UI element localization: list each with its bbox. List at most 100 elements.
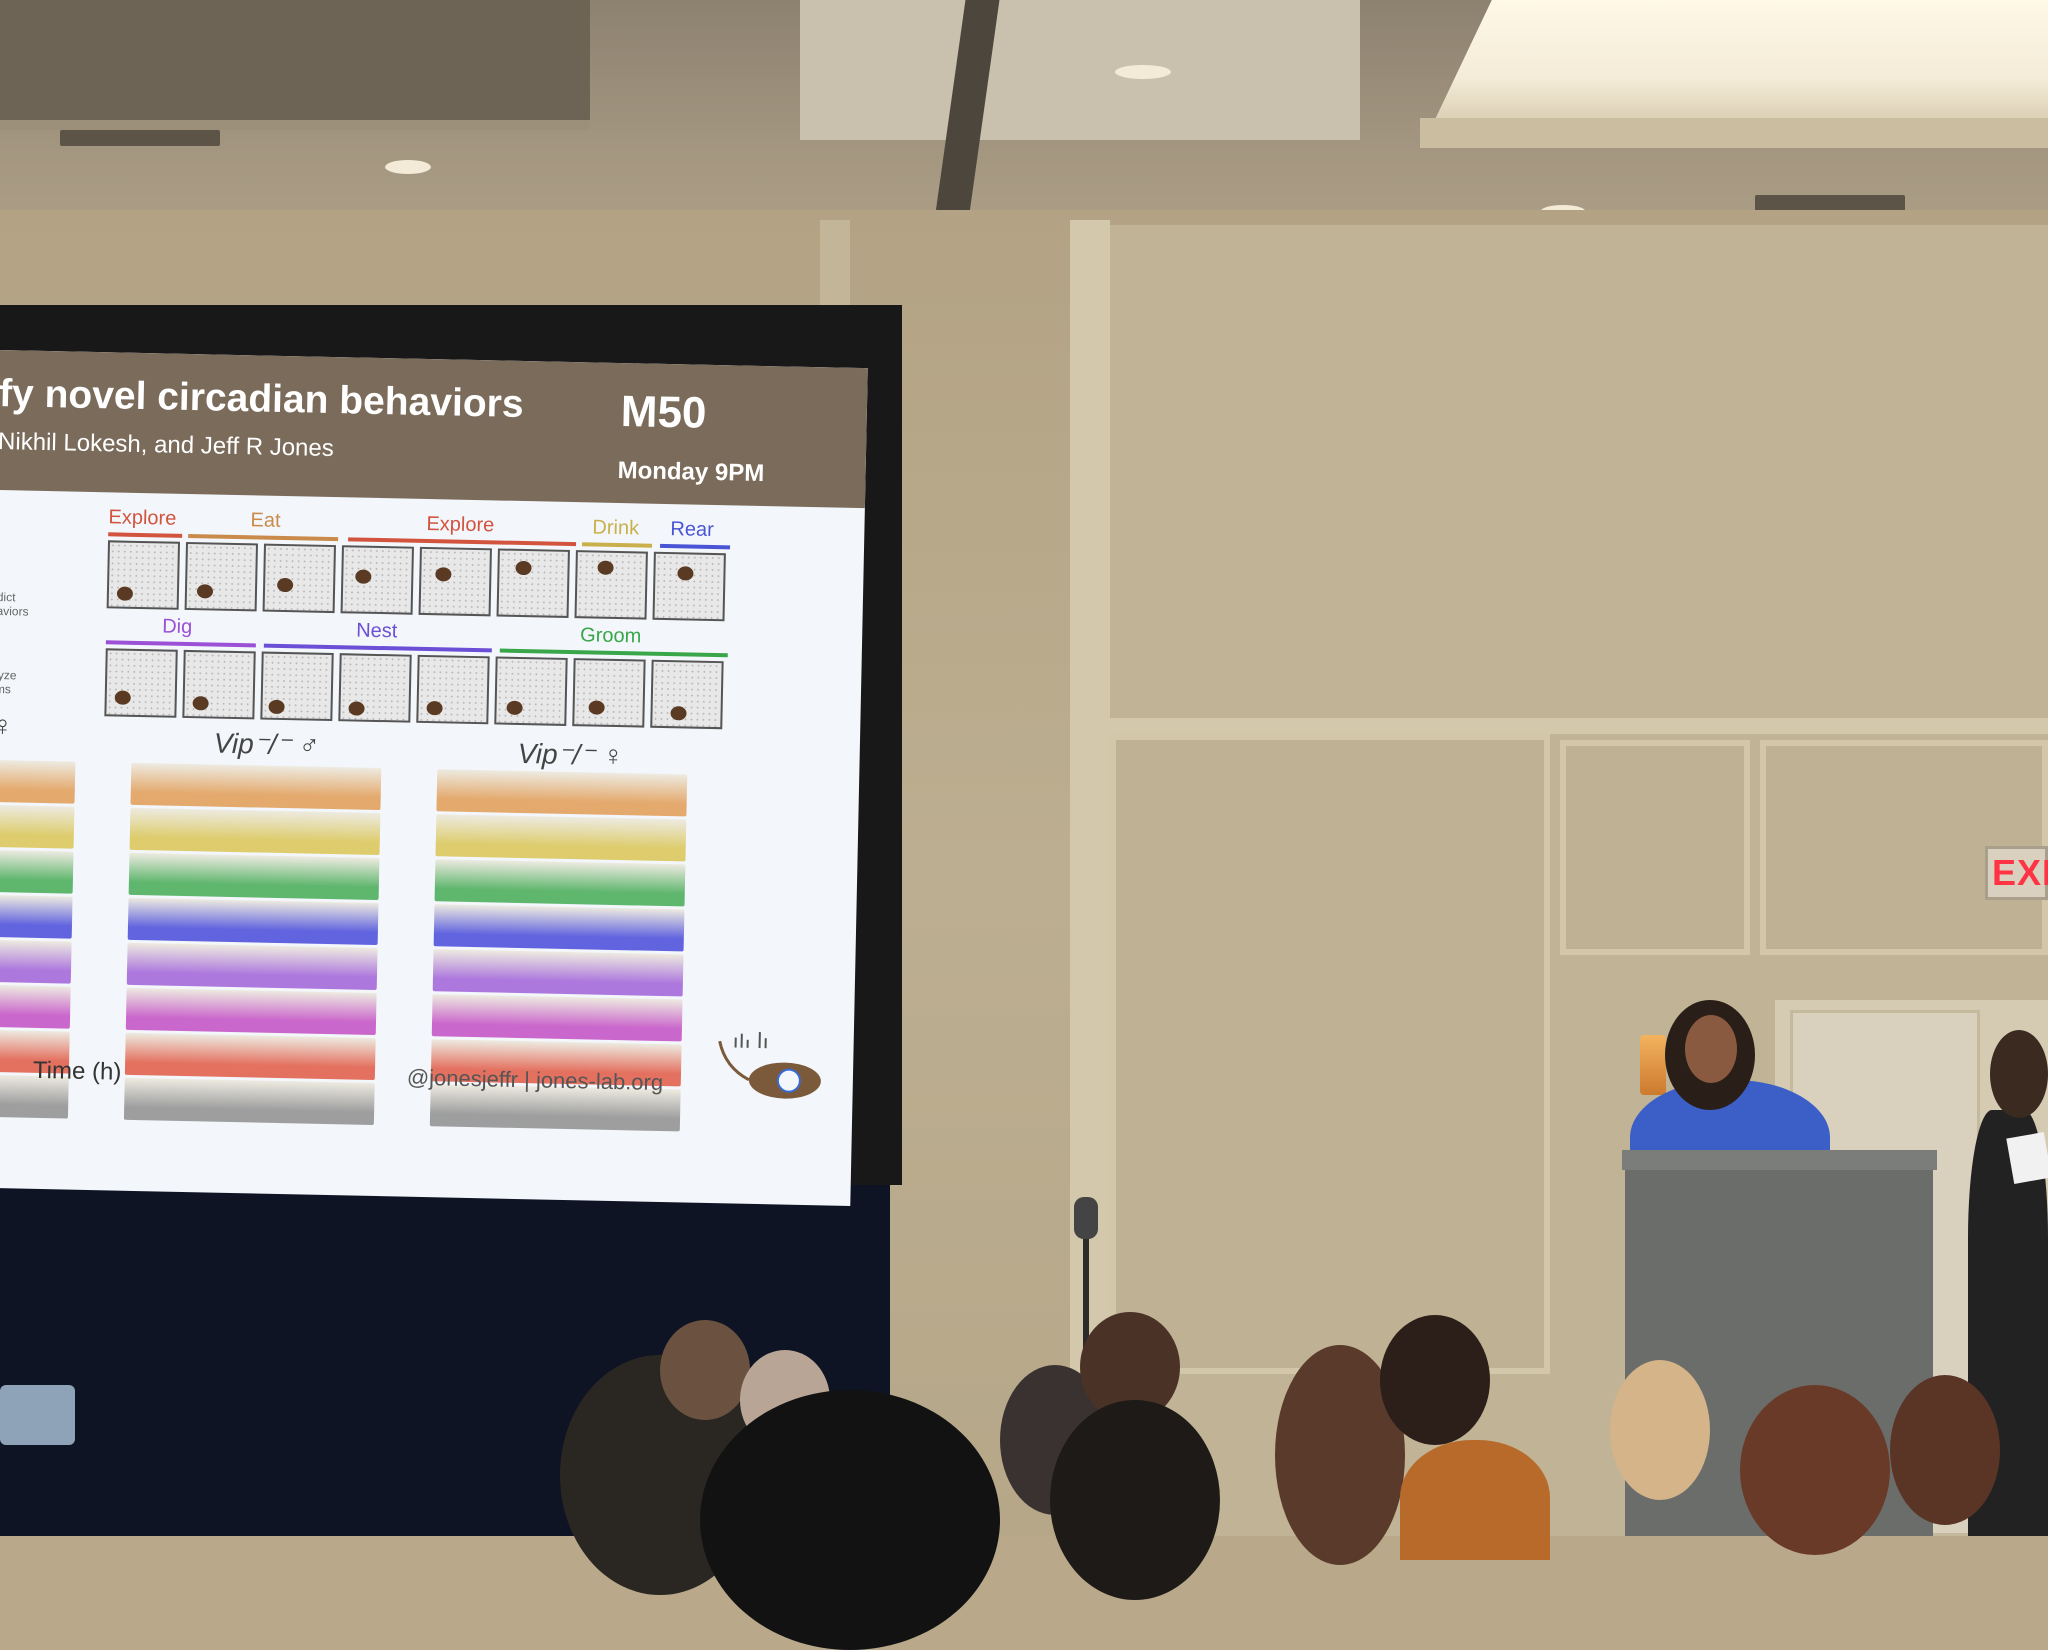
activity-trace (126, 942, 378, 991)
activity-trace (128, 852, 380, 901)
activity-trace (129, 807, 381, 856)
ceiling-skylight (1430, 0, 2048, 130)
podium-top (1622, 1150, 1937, 1170)
mouse-blob (677, 566, 694, 581)
audience-head (1890, 1375, 2000, 1525)
exit-sign-text: EXI (1992, 852, 2048, 893)
activity-trace (127, 897, 379, 946)
ceiling-vent (60, 130, 220, 146)
video-frame (650, 659, 724, 730)
x-axis-label: Time (h) (32, 1056, 122, 1086)
video-frame (260, 651, 334, 722)
poster-code: M50 (620, 387, 707, 438)
activity-trace (123, 1077, 375, 1125)
presentation-slide: fy novel circadian behaviors Nikhil Loke… (0, 350, 868, 1206)
mouse-blob (670, 706, 687, 721)
behavior-label-groom: Groom (579, 624, 642, 648)
side-note: dict aviors (0, 589, 29, 619)
activity-trace (0, 849, 74, 894)
activity-trace (433, 904, 685, 952)
poster-time: Monday 9PM (617, 456, 765, 488)
activity-trace (0, 894, 73, 939)
behavior-bar (660, 543, 731, 550)
video-frame (418, 546, 492, 617)
activity-trace (0, 759, 76, 804)
exit-sign (1985, 846, 2048, 900)
wall-pilaster (1070, 220, 1110, 1536)
mouse-blob (597, 560, 614, 575)
behavior-bar (108, 532, 183, 538)
behavior-bar (582, 542, 653, 548)
behavior-bar (499, 648, 728, 658)
video-frame (652, 551, 726, 622)
mouse-blob (588, 700, 605, 715)
behavior-label-explore: Explore (426, 512, 495, 537)
audience-head (660, 1320, 750, 1420)
video-frame (106, 540, 181, 610)
audience-head (1050, 1400, 1220, 1600)
microphone (1074, 1197, 1098, 1239)
chair-rail (1110, 718, 2048, 734)
mouse-blob (114, 690, 131, 705)
wall-panel (1560, 740, 1750, 955)
mouse-blob (116, 586, 134, 601)
video-frame (262, 543, 336, 614)
video-frame (104, 648, 178, 718)
video-frame (182, 649, 256, 720)
mouse-blob (348, 701, 365, 716)
behavior-bar (263, 643, 492, 653)
mouse-blob (276, 577, 294, 593)
mouse-blob (192, 696, 209, 711)
activity-trace (0, 984, 71, 1029)
audience-head (1380, 1315, 1490, 1445)
ceiling-vent (1755, 195, 1905, 211)
behavior-label-dig: Dig (162, 615, 193, 639)
mouse-blob (196, 584, 214, 599)
activity-trace (432, 949, 684, 997)
behavior-label-explore: Explore (108, 506, 177, 530)
behavior-bar (105, 640, 256, 648)
activity-trace (434, 859, 686, 907)
video-frame (416, 654, 490, 725)
activity-trace (125, 987, 377, 1036)
wall-sconce (1640, 1035, 1666, 1095)
video-frame (184, 541, 259, 612)
side-note: lyze ms (0, 667, 17, 697)
ceiling-light (385, 160, 431, 174)
paper-sheet (2006, 1132, 2048, 1184)
mouse-blob (506, 700, 523, 716)
video-frame (494, 656, 568, 726)
speaker-face (1685, 1015, 1737, 1083)
behavior-label-rear: Rear (670, 518, 714, 541)
behavior-bar (188, 533, 339, 542)
video-frame (496, 548, 570, 618)
mouse-blob (515, 560, 532, 576)
mouse-blob (435, 567, 452, 582)
behavior-label-eat: Eat (250, 509, 281, 532)
activity-trace (130, 762, 382, 811)
mouse-blob (355, 569, 372, 584)
audience-head (700, 1390, 1000, 1650)
activity-trace (124, 1032, 376, 1081)
behavior-label-drink: Drink (592, 516, 640, 540)
video-frame (572, 658, 646, 728)
video-frame (574, 550, 648, 620)
audience-head (1740, 1385, 1890, 1555)
genotype-label-right: Vip⁻/⁻ ♀ (517, 737, 625, 772)
contact-handle: @jonesjeffr | jones-lab.org (406, 1064, 664, 1096)
genotype-label-middle: Vip⁻/⁻ ♂ (213, 727, 321, 761)
ceiling-panel (800, 0, 1360, 140)
audience-head (1610, 1360, 1710, 1500)
activity-trace (0, 939, 72, 984)
activity-trace (0, 804, 75, 849)
activity-trace (431, 994, 683, 1042)
mouse-blob (426, 701, 443, 716)
activity-trace (435, 814, 687, 862)
activity-trace (436, 769, 688, 817)
behavior-label-nest: Nest (355, 619, 398, 643)
wall-panel (1110, 734, 1550, 1374)
ceiling-recess (0, 0, 590, 130)
moderator-head (1990, 1030, 2048, 1118)
audience-shoulders (1400, 1440, 1550, 1560)
projector (0, 1385, 75, 1445)
